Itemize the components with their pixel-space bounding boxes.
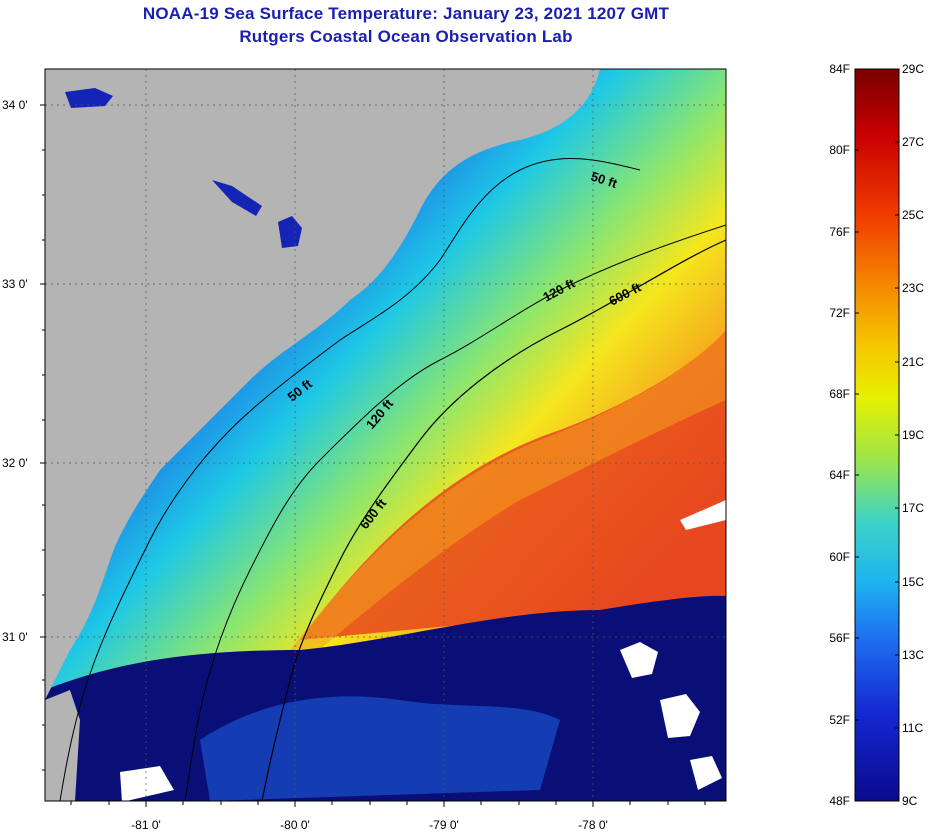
sst-map [45,69,726,801]
map-frame [44,68,727,802]
chart-title: NOAA-19 Sea Surface Temperature: January… [142,4,670,23]
latitude-label-33: 33 0' [2,277,28,291]
no-data-patch [660,694,700,738]
colorbar-label-68F: 68F [829,387,850,401]
graticule [45,69,726,801]
colorbar-label-23C: 23C [902,281,924,295]
contour-120ft [184,224,726,801]
colorbar-label-56F: 56F [829,631,850,645]
colorbar-label-84F: 84F [829,62,850,76]
land-mass [45,69,600,700]
longitude-label-79: -79 0' [429,818,459,832]
chart-subtitle: Rutgers Coastal Ocean Observation Lab [239,27,573,46]
colorbar-ticks [855,141,899,729]
latitude-ticks [40,104,45,771]
colorbar-label-52F: 52F [829,713,850,727]
colorbar-label-19C: 19C [902,428,924,442]
no-data-patch [690,756,722,790]
colorbar: 84F 80F 76F 72F 68F 64F 60F 56F 52F 48F … [829,62,924,808]
warm-transition-band [260,330,726,700]
contour-50ft [59,157,641,801]
land-mass-south [45,690,80,801]
cloud-gap-patch [200,696,560,801]
longitude-label-81: -81 0' [131,818,161,832]
latitude-label-31: 31 0' [2,630,28,644]
inland-lake [65,88,113,108]
colorbar-label-15C: 15C [902,575,924,589]
colorbar-label-25C: 25C [902,208,924,222]
colorbar-label-60F: 60F [829,550,850,564]
inland-lake [278,216,302,248]
colorbar-label-27C: 27C [902,135,924,149]
latitude-label-34: 34 0' [2,98,28,112]
colorbar-label-80F: 80F [829,143,850,157]
colorbar-label-64F: 64F [829,468,850,482]
no-data-patch [120,766,174,801]
colorbar-label-17C: 17C [902,501,924,515]
colorbar-label-13C: 13C [902,648,924,662]
no-data-patch [620,642,658,678]
latitude-label-32: 32 0' [2,456,28,470]
inland-lake [212,180,262,216]
no-data-patch [680,500,726,530]
colorbar-label-9C: 9C [902,794,918,808]
longitude-ticks [70,801,706,807]
colorbar-label-11C: 11C [902,721,923,735]
contour-600ft [261,239,726,801]
colorbar-label-29C: 29C [902,62,924,76]
longitude-label-80: -80 0' [280,818,310,832]
colorbar-label-48F: 48F [829,794,850,808]
longitude-label-78: -78 0' [578,818,608,832]
colorbar-gradient [854,68,900,802]
colorbar-label-21C: 21C [902,355,924,369]
colorbar-label-76F: 76F [829,225,850,239]
colorbar-label-72F: 72F [829,306,850,320]
